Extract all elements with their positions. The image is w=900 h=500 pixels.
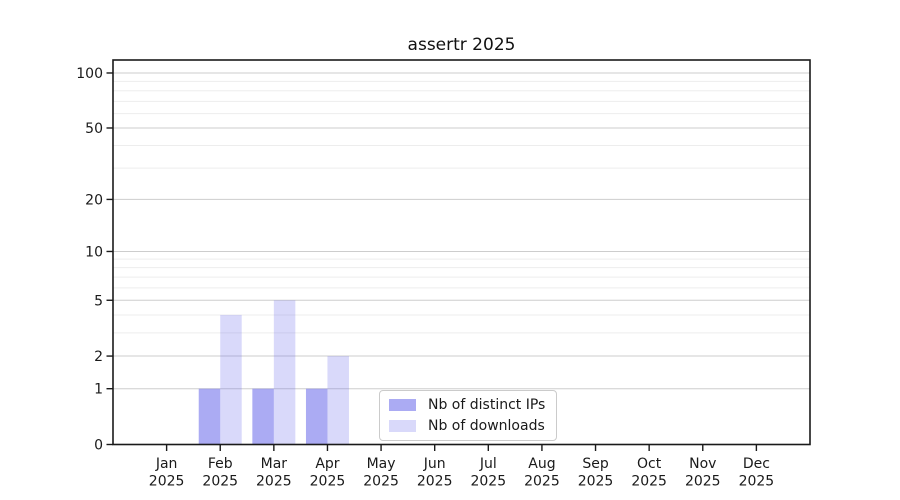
x-tick-label-year: 2025 — [256, 474, 292, 490]
chart-title: assertr 2025 — [407, 35, 516, 55]
x-tick-label-month: Feb — [208, 456, 233, 472]
y-tick-label: 50 — [85, 121, 103, 137]
y-tick-label: 5 — [94, 293, 103, 309]
y-tick-label: 10 — [85, 244, 103, 260]
bar-distinct-ips-mar — [252, 388, 274, 445]
x-tick-label-year: 2025 — [417, 474, 453, 490]
y-tick-label: 0 — [94, 438, 103, 454]
x-tick-label-month: May — [367, 456, 396, 472]
y-tick-label: 100 — [76, 66, 103, 82]
x-tick-label-month: Jun — [423, 456, 446, 472]
x-tick-label-month: Sep — [582, 456, 609, 472]
x-tick-label-month: Mar — [261, 456, 288, 472]
bar-downloads-feb — [220, 314, 242, 445]
x-tick-label-year: 2025 — [149, 474, 185, 490]
legend-entry-downloads: Nb of downloads — [389, 417, 545, 435]
x-tick-label-month: Nov — [689, 456, 716, 472]
bar-distinct-ips-apr — [305, 388, 328, 445]
legend-entry-distinct-ips: Nb of distinct IPs — [389, 396, 545, 414]
legend-swatch-downloads-icon — [389, 420, 416, 432]
x-tick-label-year: 2025 — [685, 474, 721, 490]
x-tick-label-month: Apr — [315, 456, 339, 472]
x-tick-label-year: 2025 — [578, 474, 614, 490]
x-tick-label-month: Jan — [155, 456, 178, 472]
y-tick-label: 1 — [94, 382, 103, 398]
x-tick-label-year: 2025 — [631, 474, 667, 490]
plot-spines — [112, 59, 811, 446]
bar-downloads-mar — [273, 300, 296, 445]
legend-label-distinct-ips: Nb of distinct IPs — [428, 397, 546, 413]
legend: Nb of distinct IPs Nb of downloads — [379, 390, 558, 441]
x-tick-label-year: 2025 — [524, 474, 560, 490]
x-tick-label-year: 2025 — [470, 474, 506, 490]
x-tick-label-year: 2025 — [739, 474, 775, 490]
legend-label-downloads: Nb of downloads — [428, 418, 545, 434]
bar-downloads-apr — [327, 356, 349, 445]
legend-swatch-distinct-ips-icon — [389, 399, 416, 411]
x-tick-label-year: 2025 — [310, 474, 346, 490]
x-tick-label-year: 2025 — [202, 474, 238, 490]
bar-distinct-ips-feb — [198, 388, 221, 445]
x-tick-label-month: Jul — [479, 456, 497, 472]
x-tick-label-year: 2025 — [363, 474, 399, 490]
y-tick-label: 20 — [85, 192, 103, 208]
x-tick-label-month: Oct — [637, 456, 662, 472]
x-tick-label-month: Aug — [528, 456, 555, 472]
x-tick-label-month: Dec — [743, 456, 770, 472]
y-tick-label: 2 — [94, 349, 103, 365]
